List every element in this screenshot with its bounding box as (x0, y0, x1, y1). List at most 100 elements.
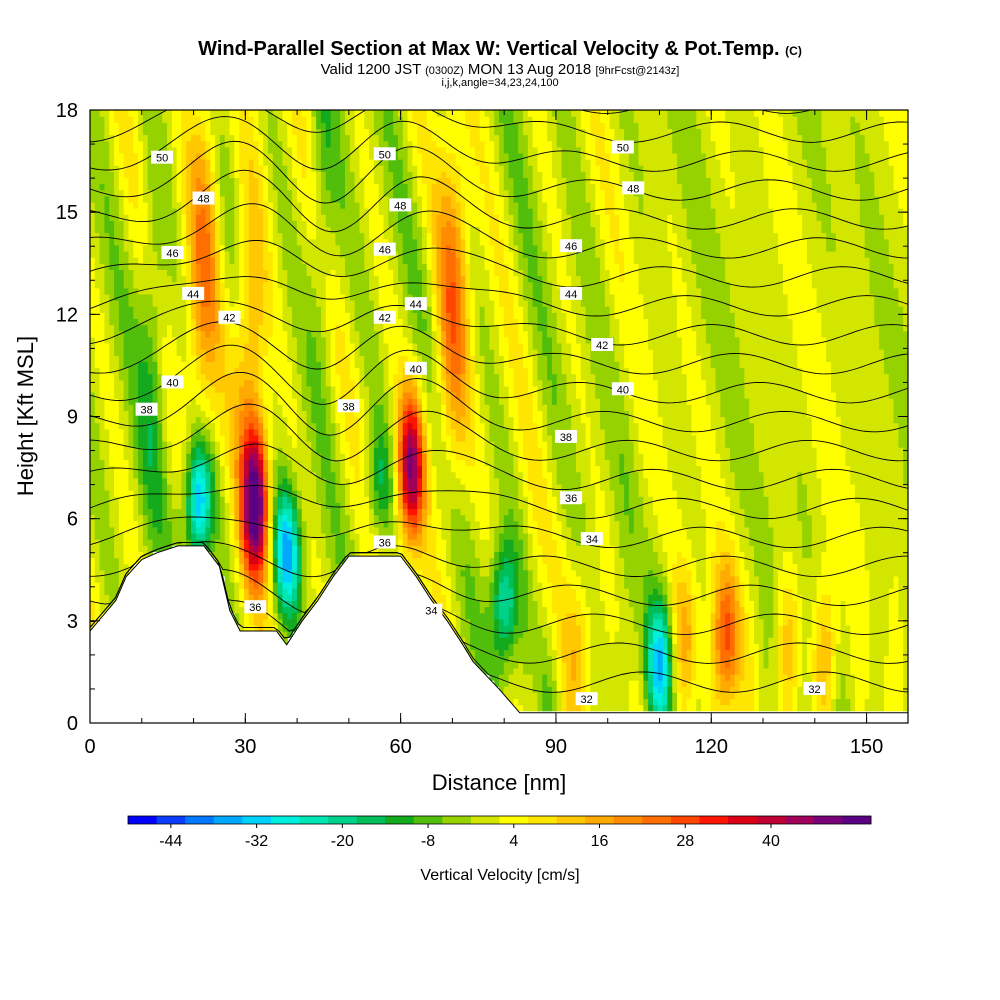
field-cell (345, 214, 351, 221)
field-cell (388, 459, 394, 467)
field-cell (306, 250, 312, 258)
field-cell (239, 582, 245, 589)
field-cell (248, 183, 255, 191)
field-cell (340, 410, 346, 418)
field-cell (354, 287, 361, 295)
field-cell (364, 502, 370, 510)
field-cell (340, 453, 346, 461)
field-cell (118, 146, 125, 154)
field-cell (369, 152, 375, 160)
field-cell (349, 128, 356, 136)
field-cell (301, 600, 308, 608)
field-cell (157, 355, 163, 362)
field-cell (114, 201, 120, 209)
field-cell (277, 336, 284, 344)
field-cell (123, 293, 130, 301)
field-cell (118, 226, 125, 234)
field-cell (320, 257, 327, 264)
field-cell (320, 263, 327, 270)
field-cell (104, 477, 110, 485)
field-cell (330, 110, 336, 117)
field-cell (282, 226, 288, 234)
field-cell (268, 532, 274, 540)
field-cell (320, 398, 327, 405)
field-cell (248, 275, 255, 283)
field-cell (166, 539, 173, 546)
field-cell (369, 330, 375, 338)
field-cell (181, 110, 187, 117)
field-cell (162, 330, 168, 338)
field-cell (325, 447, 332, 454)
field-cell (104, 293, 110, 301)
field-cell (186, 263, 192, 270)
field-cell (349, 110, 356, 117)
field-cell (90, 545, 96, 552)
field-cell (90, 379, 96, 387)
field-cell (272, 532, 279, 540)
field-cell (114, 128, 120, 136)
field-cell (128, 336, 134, 344)
field-cell (186, 404, 192, 411)
field-cell (272, 428, 279, 436)
field-cell (224, 287, 231, 295)
field-cell (277, 465, 284, 473)
field-cell (320, 575, 327, 583)
field-cell (325, 171, 332, 179)
field-cell (99, 195, 106, 203)
field-cell (268, 349, 274, 356)
field-cell (210, 508, 216, 516)
field-cell (138, 140, 144, 148)
field-cell (147, 471, 154, 479)
field-cell (138, 201, 144, 209)
field-cell (393, 293, 399, 301)
field-cell (210, 496, 216, 503)
field-cell (191, 379, 197, 387)
field-cell (287, 330, 293, 338)
field-cell (133, 122, 139, 129)
field-cell (364, 398, 370, 405)
field-cell (229, 490, 235, 497)
field-cell (335, 496, 341, 503)
field-cell (99, 349, 106, 356)
field-cell (239, 606, 245, 614)
field-cell (253, 201, 260, 209)
field-cell (162, 116, 168, 123)
field-cell (128, 140, 134, 148)
field-cell (335, 312, 341, 320)
field-cell (306, 134, 312, 142)
field-cell (316, 410, 322, 418)
field-cell (243, 624, 250, 632)
field-cell (133, 159, 139, 166)
field-cell (253, 165, 260, 172)
field-cell (268, 477, 274, 485)
field-cell (138, 208, 144, 215)
field-cell (330, 226, 336, 234)
field-cell (128, 398, 134, 405)
field-cell (345, 342, 351, 350)
field-cell (90, 226, 96, 234)
field-cell (320, 312, 327, 320)
field-cell (364, 232, 370, 240)
field-cell (219, 250, 226, 258)
field-cell (123, 551, 130, 559)
field-cell (282, 263, 288, 270)
field-cell (186, 281, 192, 289)
field-cell (229, 140, 235, 148)
field-cell (268, 428, 274, 436)
field-cell (306, 208, 312, 215)
field-cell (123, 342, 130, 350)
field-cell (176, 110, 183, 117)
field-cell (349, 336, 356, 344)
field-cell (162, 287, 168, 295)
field-cell (138, 318, 144, 326)
field-cell (287, 502, 293, 510)
field-cell (186, 171, 192, 179)
field-cell (133, 532, 139, 540)
field-cell (229, 514, 235, 522)
field-cell (388, 257, 394, 264)
field-cell (316, 171, 322, 179)
field-cell (277, 441, 284, 448)
field-cell (219, 306, 226, 313)
field-cell (166, 122, 173, 129)
field-cell (114, 490, 120, 497)
